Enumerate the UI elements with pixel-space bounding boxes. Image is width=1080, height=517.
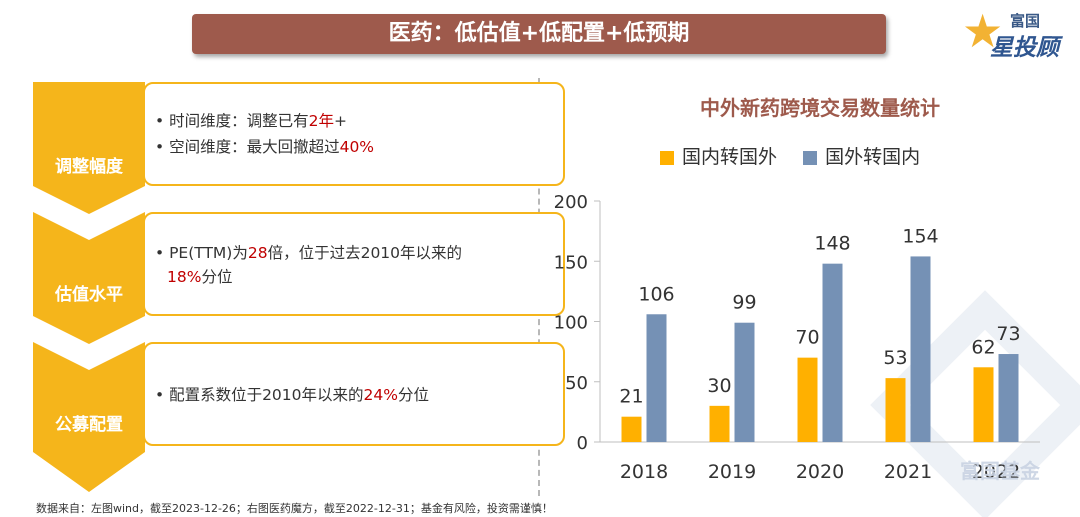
- bullet-item: • 时间维度：调整已有2年+: [155, 112, 347, 130]
- legend-swatch: [803, 150, 818, 165]
- bar: [646, 314, 667, 442]
- chart-legend: 国内转国外 国外转国内: [660, 142, 940, 169]
- x-tick-label: 2021: [884, 461, 932, 483]
- bar: [621, 416, 642, 442]
- legend-item-foreign-in: 国外转国内: [803, 142, 920, 169]
- x-tick-label: 2018: [620, 461, 668, 483]
- bullet-item: • 配置系数位于2010年以来的24%分位: [155, 386, 429, 404]
- bar-value-label: 62: [971, 336, 995, 358]
- bar: [998, 354, 1019, 442]
- row-label: 估值水平: [55, 285, 123, 305]
- chevron-arrow-icon: 估值水平: [33, 212, 145, 344]
- bar: [822, 263, 843, 442]
- info-panel: • 配置系数位于2010年以来的24%分位: [143, 342, 565, 446]
- legend-item-domestic-out: 国内转国外: [660, 142, 777, 169]
- brand-logo: ★ 富国 星投顾: [962, 4, 1072, 61]
- footer-note: 数据来自：左图wind，截至2023-12-26；右图医药魔方，截至2022-1…: [36, 502, 553, 515]
- x-tick-label: 2020: [796, 461, 844, 483]
- bullet-item: 18%分位: [167, 268, 233, 286]
- y-tick-label: 100: [554, 313, 588, 334]
- watermark-text: 富国基金: [960, 459, 1040, 483]
- info-panel: • 时间维度：调整已有2年+ • 空间维度：最大回撤超过40%: [143, 82, 565, 186]
- bar: [910, 256, 931, 442]
- info-panel: • PE(TTM)为28倍，位于过去2010年以来的 18%分位: [143, 212, 565, 316]
- y-tick-label: 200: [554, 192, 588, 213]
- row-label: 调整幅度: [55, 157, 123, 177]
- bar-value-label: 21: [619, 386, 643, 408]
- chevron-arrow-icon: 调整幅度: [33, 82, 145, 214]
- bar-value-label: 53: [883, 347, 907, 369]
- bar-value-label: 73: [996, 323, 1020, 345]
- chevron-arrow-icon: 公募配置: [33, 342, 145, 492]
- y-tick-label: 50: [565, 373, 588, 394]
- logo-small-text: 富国: [1010, 12, 1041, 30]
- chart-title: 中外新药跨境交易数量统计: [700, 96, 940, 120]
- bar: [973, 367, 994, 442]
- row-label: 公募配置: [55, 415, 123, 435]
- bullet-item: • PE(TTM)为28倍，位于过去2010年以来的: [155, 244, 463, 262]
- bar: [734, 322, 755, 442]
- bar-value-label: 106: [638, 283, 674, 305]
- bar-value-label: 70: [795, 327, 819, 349]
- bar: [797, 357, 818, 442]
- x-tick-label: 2019: [708, 461, 756, 483]
- bar-value-label: 148: [814, 233, 850, 255]
- logo-big-text: 星投顾: [990, 35, 1059, 61]
- bar: [709, 405, 730, 442]
- star-icon: ★: [962, 4, 1004, 58]
- bar-value-label: 99: [732, 292, 756, 314]
- y-tick-label: 0: [577, 433, 588, 454]
- bar-value-label: 154: [902, 225, 938, 247]
- legend-swatch: [660, 150, 674, 165]
- bar-value-label: 30: [707, 375, 731, 397]
- page-title: 医药：低估值+低配置+低预期: [192, 14, 886, 54]
- bar: [885, 378, 906, 442]
- bullet-item: • 空间维度：最大回撤超过40%: [155, 138, 375, 156]
